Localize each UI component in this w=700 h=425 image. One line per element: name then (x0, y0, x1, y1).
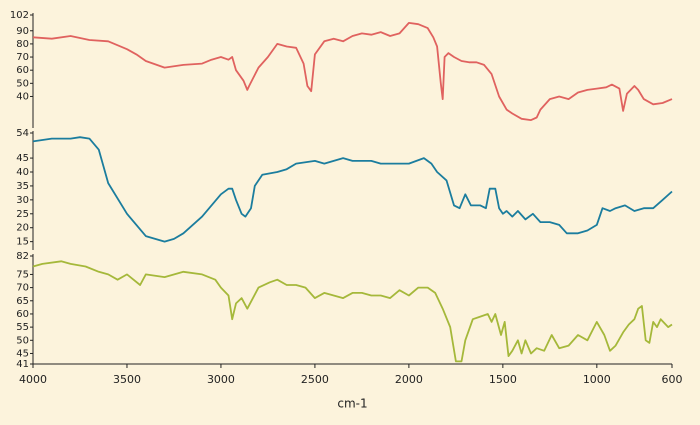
x-tick-label: 2500 (301, 373, 329, 386)
y-tick-label: 45 (16, 153, 29, 164)
y-tick-label: 82 (16, 251, 29, 262)
spectrum-line (32, 260, 673, 363)
y-tick-label: 60 (16, 65, 29, 76)
y-tick-label: 60 (16, 309, 29, 320)
y-tick-label: 30 (16, 195, 29, 206)
x-tick-label: 1500 (489, 373, 517, 386)
x-tick-label: 3500 (113, 373, 141, 386)
spectrum-line (32, 22, 673, 121)
y-tick-label: 50 (16, 335, 29, 346)
y-tick-label: 40 (16, 167, 29, 178)
x-axis-label: cm-1 (337, 397, 367, 411)
y-tick-label: 55 (16, 322, 29, 333)
y-tick-label: 41 (16, 359, 29, 370)
y-tick-label: 65 (16, 296, 29, 307)
y-tick-label: 25 (16, 209, 29, 220)
y-tick-label: 80 (16, 39, 29, 50)
y-tick-label: 40 (16, 91, 29, 102)
x-tick-label: 600 (662, 373, 683, 386)
spectrum-line (32, 136, 673, 243)
x-tick-label: 3000 (207, 373, 235, 386)
x-tick-label: 1000 (583, 373, 611, 386)
y-tick-label: 20 (16, 223, 29, 234)
y-tick-label: 70 (16, 283, 29, 294)
x-tick-label: 4000 (19, 373, 47, 386)
y-tick-label: 102 (10, 10, 29, 21)
y-tick-label: 90 (16, 26, 29, 37)
x-tick-label: 2000 (395, 373, 423, 386)
y-tick-label: 70 (16, 52, 29, 63)
y-tick-label: 54 (16, 128, 29, 139)
y-tick-label: 35 (16, 181, 29, 192)
y-tick-label: 50 (16, 78, 29, 89)
y-tick-label: 45 (16, 348, 29, 359)
y-tick-label: 15 (16, 237, 29, 248)
y-tick-label: 75 (16, 269, 29, 280)
